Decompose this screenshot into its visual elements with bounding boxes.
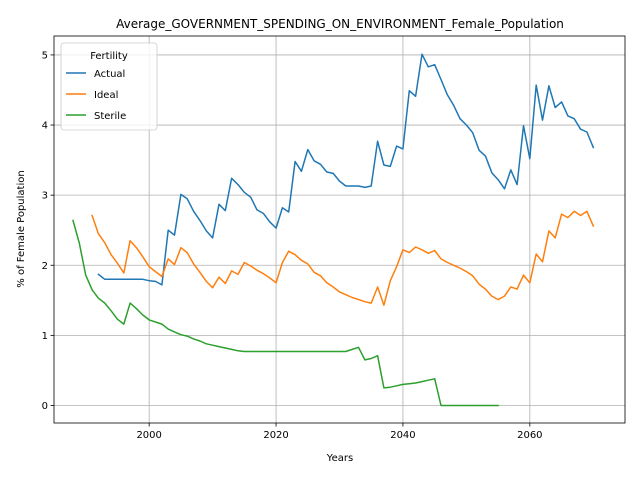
axis-ticks: 2000 2020 2040 2060 0 1 2 3 4 5 <box>42 50 543 441</box>
y-axis-label: % of Female Population <box>16 170 27 287</box>
series-line-actual <box>97 53 595 286</box>
legend-title: Fertility <box>90 51 128 62</box>
x-axis-label: Years <box>326 453 353 464</box>
legend-entries: Actual Ideal Sterile <box>66 69 126 122</box>
series-line-sterile <box>72 219 499 407</box>
y-tick-label: 4 <box>42 121 48 132</box>
y-tick-label: 0 <box>42 401 48 412</box>
y-tick-label: 1 <box>42 331 48 342</box>
y-tick-label: 5 <box>42 50 48 61</box>
x-tick-label: 2000 <box>136 430 161 441</box>
chart-title: Average_GOVERNMENT_SPENDING_ON_ENVIRONME… <box>116 17 564 31</box>
legend-label-sterile: Sterile <box>94 111 126 122</box>
legend-box <box>60 42 158 131</box>
x-tick-label: 2020 <box>263 430 288 441</box>
x-tick-label: 2060 <box>517 430 542 441</box>
x-tick-label: 2040 <box>390 430 415 441</box>
series-line-ideal <box>91 210 595 306</box>
legend: Fertility Actual Ideal Sterile <box>60 42 158 131</box>
legend-label-ideal: Ideal <box>94 90 118 101</box>
y-tick-label: 2 <box>42 261 48 272</box>
series-lines <box>72 53 595 407</box>
legend-label-actual: Actual <box>94 69 125 80</box>
plot-frame <box>53 35 626 424</box>
y-tick-label: 3 <box>42 191 48 202</box>
